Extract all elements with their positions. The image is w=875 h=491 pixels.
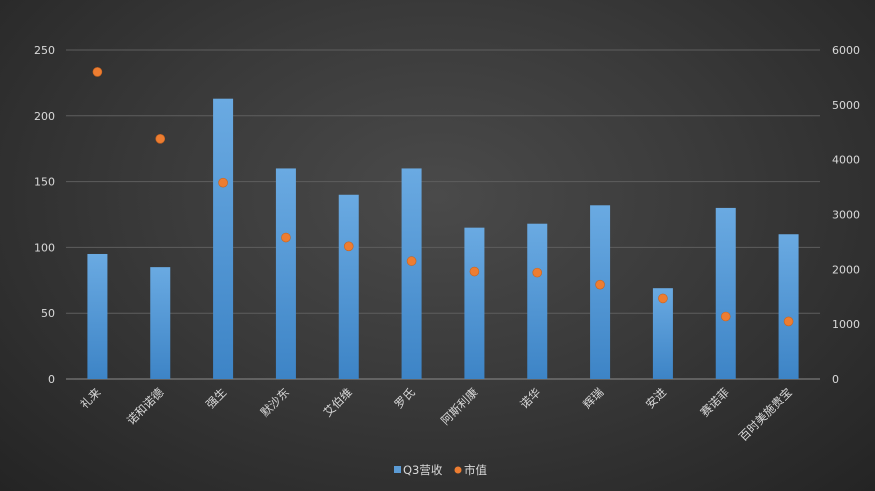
legend-swatch-market-cap	[454, 466, 462, 474]
category-label: 百时美施贵宝	[736, 385, 795, 444]
bar-q3-revenue	[590, 205, 611, 379]
left-axis-ticks: 0 50 100 150 200 250	[34, 44, 55, 386]
category-label: 罗氏	[392, 385, 419, 412]
bar-q3-revenue	[715, 207, 736, 379]
category-label: 诺华	[517, 385, 543, 411]
right-tick-label: 4000	[832, 154, 860, 167]
right-tick-label: 3000	[832, 209, 860, 222]
bar-q3-revenue	[778, 234, 799, 379]
bar-q3-revenue	[338, 194, 359, 379]
category-label: 礼来	[77, 385, 104, 412]
left-tick-label: 150	[34, 176, 55, 189]
point-market-cap	[281, 232, 291, 243]
point-market-cap	[92, 67, 103, 77]
category-label: 强生	[203, 385, 229, 411]
point-market-cap	[343, 241, 354, 252]
left-tick-label: 250	[34, 44, 55, 57]
right-axis-ticks: 0 1000 2000 3000 4000 5000 6000	[832, 44, 860, 386]
bar-q3-revenue	[652, 288, 673, 379]
right-tick-label: 2000	[832, 263, 860, 276]
point-market-cap	[720, 311, 731, 322]
right-tick-label: 5000	[832, 99, 860, 112]
point-market-cap	[469, 266, 480, 277]
point-market-cap	[658, 293, 668, 304]
category-labels: 礼来 诺和诺德 强生 默沙东 艾伯维 罗氏 阿斯利康 诺华 辉瑞 安进 赛诺菲 百时美施贵宝	[77, 385, 794, 444]
bar-q3-revenue	[87, 253, 108, 379]
category-label: 辉瑞	[580, 385, 606, 411]
category-label: 安进	[643, 385, 670, 412]
legend-swatch-revenue	[394, 466, 401, 473]
bar-q3-revenue	[464, 227, 485, 379]
category-label: 默沙东	[258, 385, 292, 419]
market-cap-points	[92, 67, 794, 327]
category-label: 阿斯利康	[438, 385, 481, 428]
point-market-cap	[783, 316, 794, 327]
bar-q3-revenue	[213, 98, 234, 379]
right-tick-label: 1000	[832, 318, 860, 331]
gridlines	[66, 49, 820, 380]
bar-q3-revenue	[150, 267, 171, 379]
category-label: 诺和诺德	[124, 385, 167, 428]
point-market-cap	[406, 256, 417, 266]
left-tick-label: 0	[48, 373, 55, 386]
left-tick-label: 100	[34, 241, 55, 254]
point-market-cap	[595, 279, 605, 290]
category-label: 艾伯维	[321, 385, 355, 419]
bar-q3-revenue	[527, 223, 548, 379]
right-tick-label: 0	[832, 373, 839, 386]
left-tick-label: 200	[34, 110, 55, 123]
legend: Q3营收 市值	[394, 463, 487, 477]
right-tick-label: 6000	[832, 44, 860, 57]
bar-q3-revenue	[401, 168, 422, 379]
left-tick-label: 50	[41, 307, 55, 320]
category-label: 赛诺菲	[698, 385, 732, 419]
point-market-cap	[218, 177, 228, 188]
point-market-cap	[155, 134, 166, 144]
legend-label-market-cap: 市值	[464, 463, 487, 477]
legend-label-revenue: Q3营收	[403, 463, 443, 477]
point-market-cap	[532, 267, 543, 278]
revenue-bars	[87, 98, 799, 379]
bar-q3-revenue	[275, 168, 296, 379]
